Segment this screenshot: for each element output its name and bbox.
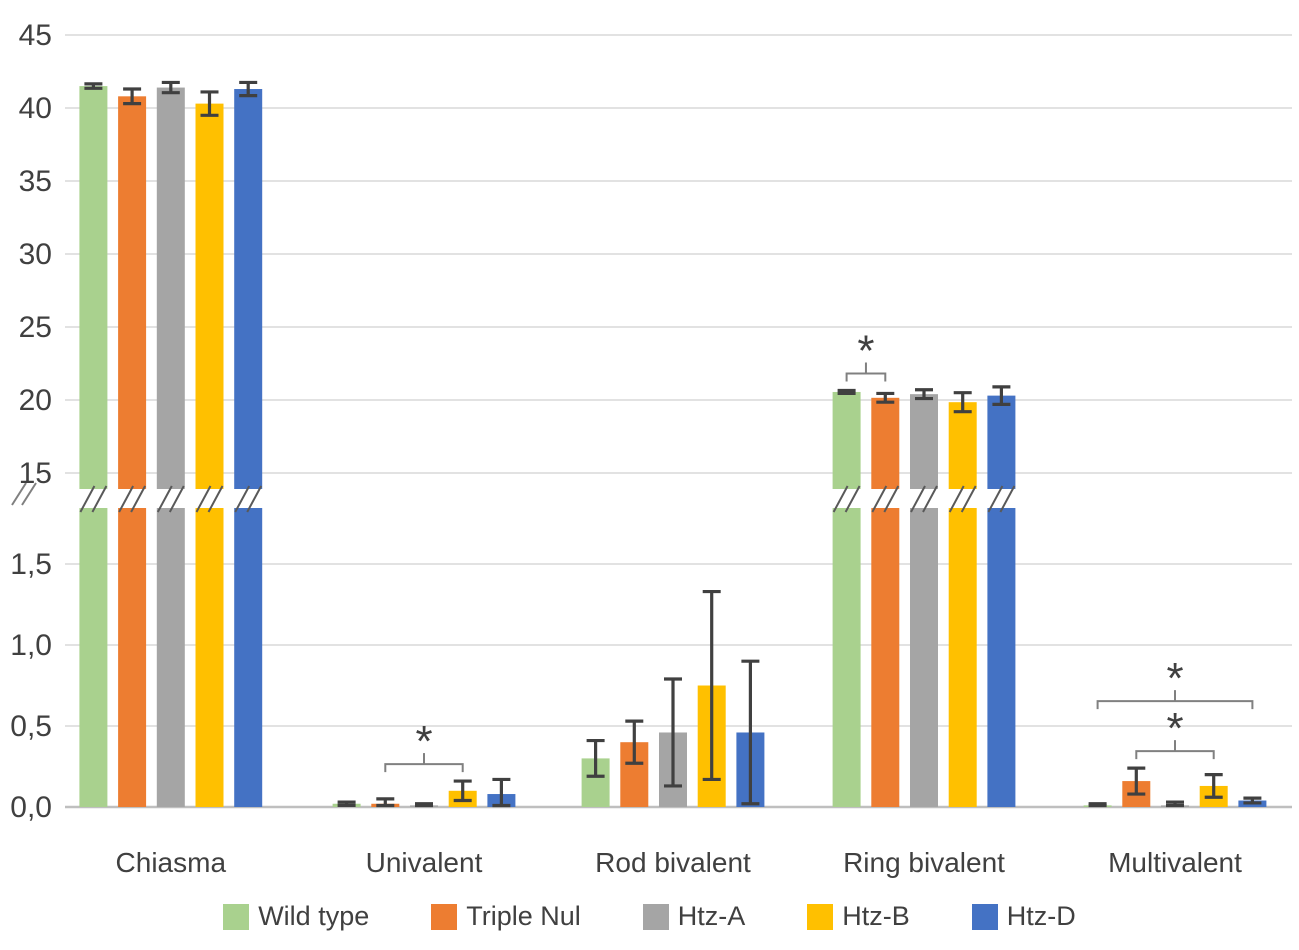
bar-break-icon (79, 485, 96, 513)
bar-break-icon (195, 485, 212, 513)
sig-asterisk-ring-bivalent-1: * (857, 327, 874, 376)
legend-item-triple-nul: Triple Nul (431, 903, 581, 930)
y-tick-0-0: 0,0 (10, 791, 52, 824)
legend-swatch-htz-a (642, 903, 669, 930)
y-tick-1-0: 1,0 (10, 629, 52, 662)
y-tick-45: 45 (19, 19, 52, 52)
bar-break-icon (883, 485, 900, 513)
bar-chiasma-wild-type (79, 86, 108, 808)
y-tick-40: 40 (19, 92, 52, 125)
bar-chiasma-triple-nul (118, 96, 147, 807)
legend-swatch-wild-type (223, 903, 250, 930)
bar-break-icon (207, 485, 224, 513)
bar-break-icon (832, 485, 849, 513)
y-tick-15: 15 (19, 457, 52, 490)
y-tick-20: 20 (19, 384, 52, 417)
bar-break-icon (910, 485, 926, 513)
bar-chiasma-htz-d (234, 89, 263, 807)
x-label-ring-bivalent: Ring bivalent (843, 847, 1005, 878)
bar-ring-bivalent-htz-b (948, 402, 977, 807)
legend-label-htz-a: Htz-A (677, 901, 746, 931)
sig-asterisk-multivalent-1: * (1166, 704, 1183, 753)
y-tick-25: 25 (19, 311, 52, 344)
x-label-multivalent: Multivalent (1108, 847, 1242, 878)
legend-label-htz-d: Htz-D (1006, 901, 1076, 931)
bar-ring-bivalent-triple-nul (871, 397, 900, 807)
legend-label-wild-type: Wild type (258, 901, 370, 931)
sig-asterisk-multivalent-2: * (1166, 654, 1183, 703)
bar-chiasma-htz-b (195, 103, 224, 808)
axis-break-icon (11, 482, 27, 506)
legend-item-htz-b: Htz-B (807, 903, 910, 930)
legend-label-triple-nul: Triple Nul (466, 901, 581, 931)
x-label-chiasma: Chiasma (116, 847, 227, 878)
x-label-rod-bivalent: Rod bivalent (595, 847, 751, 878)
axis-break-band (61, 489, 1296, 508)
x-label-univalent: Univalent (366, 847, 483, 878)
bar-ring-bivalent-htz-a (910, 394, 938, 807)
axis-break-icon (21, 482, 37, 506)
legend-item-htz-d: Htz-D (971, 901, 1076, 931)
sig-asterisk-univalent-1: * (415, 717, 432, 766)
bar-break-icon (999, 485, 1016, 513)
bar-chiasma-htz-a (156, 87, 185, 807)
legend-item-htz-a: Htz-A (642, 901, 746, 931)
bar-break-icon (948, 485, 965, 513)
y-tick-30: 30 (19, 238, 52, 271)
y-tick-35: 35 (19, 165, 52, 198)
bar-ring-bivalent-htz-d (987, 395, 1016, 807)
legend-label-htz-b: Htz-B (842, 901, 910, 931)
bar-break-icon (130, 485, 146, 513)
bar-break-icon (844, 485, 861, 513)
legend-item-wild-type: Wild type (223, 903, 369, 930)
legend-swatch-triple-nul (431, 903, 458, 930)
bar-break-icon (234, 485, 251, 513)
y-tick-1-5: 1,5 (10, 548, 52, 581)
chart-legend: Wild type Triple Nul Htz-A Htz-B Htz-D (0, 903, 1299, 930)
bar-break-icon (168, 485, 185, 513)
bar-break-icon (118, 485, 134, 513)
y-tick-0-5: 0,5 (10, 710, 52, 743)
bar-break-icon (960, 485, 977, 513)
bar-break-icon (871, 485, 888, 513)
bar-break-icon (156, 485, 173, 513)
legend-swatch-htz-b (807, 903, 834, 930)
bar-break-icon (91, 485, 108, 513)
bar-break-icon (246, 485, 263, 513)
bar-break-icon (987, 485, 1004, 513)
bar-break-icon (922, 485, 938, 513)
legend-swatch-htz-d (971, 903, 998, 930)
bar-ring-bivalent-wild-type (832, 391, 861, 807)
